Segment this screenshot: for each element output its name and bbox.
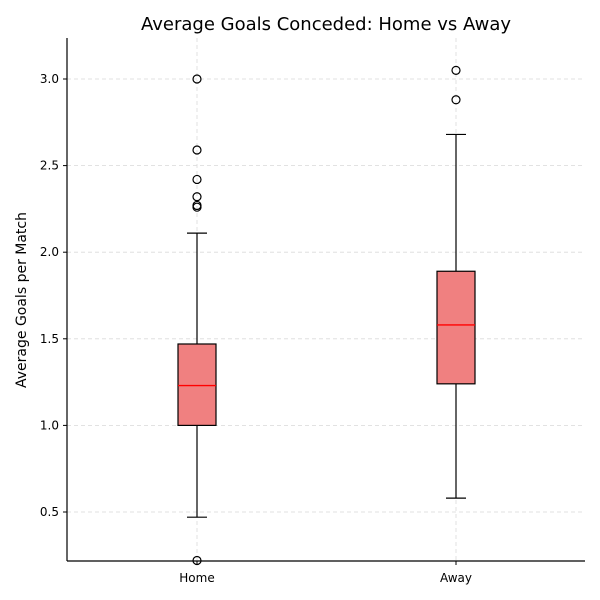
box-away — [436, 65, 476, 499]
y-tick-label: 0.5 — [40, 505, 59, 519]
y-tick-label: 2.0 — [40, 245, 59, 259]
outlier-point — [192, 74, 202, 84]
outlier-point — [192, 174, 202, 185]
outlier-point — [451, 65, 461, 75]
y-axis-label: Average Goals per Match — [14, 212, 30, 388]
outlier-point — [451, 95, 461, 105]
outlier-point — [192, 192, 202, 202]
outlier-point — [192, 145, 202, 155]
y-tick-label: 3.0 — [40, 72, 59, 86]
y-tick-label: 1.5 — [40, 332, 59, 346]
axes — [66, 38, 585, 562]
grid-lines — [67, 38, 585, 561]
x-tick-label: Home — [179, 571, 214, 585]
y-ticks: 0.5 1.0 1.5 2.0 2.5 3.0 — [40, 72, 67, 519]
y-tick-label: 2.5 — [40, 159, 59, 173]
iqr-box — [436, 270, 476, 385]
iqr-box — [177, 343, 217, 427]
outlier-point — [192, 200, 202, 211]
chart-title: Average Goals Conceded: Home vs Away — [141, 14, 511, 35]
y-tick-label: 1.0 — [40, 418, 59, 432]
box-series — [177, 65, 476, 566]
x-tick-label: Away — [440, 571, 472, 585]
box-home — [177, 74, 217, 566]
x-ticks: Home Away — [179, 561, 472, 585]
